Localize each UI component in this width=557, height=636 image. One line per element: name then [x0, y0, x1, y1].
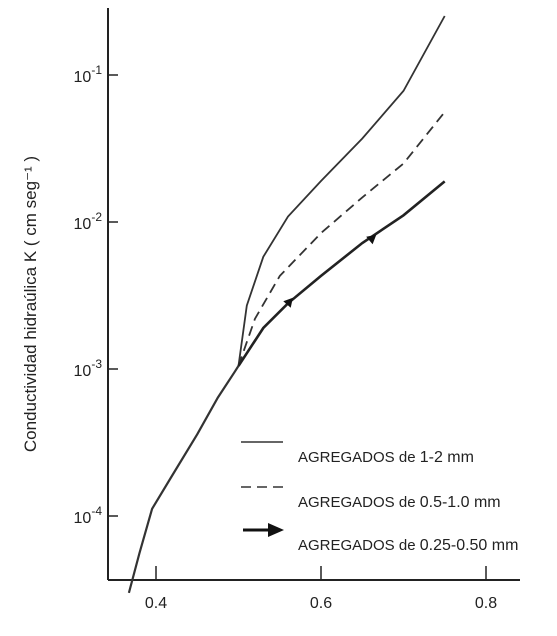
- series-line-1: [237, 15, 446, 367]
- direction-arrowhead: [283, 297, 293, 308]
- direction-arrowhead: [366, 234, 377, 245]
- axes: [107, 8, 520, 581]
- shared-curve-segment: [127, 365, 240, 594]
- tick-marks: 0.4 0.6 0.8 10-4 10-3 10-2 10-1: [74, 63, 498, 612]
- legend: AGREGADOS de 1-2 mm AGREGADOS de 0.5-1.0 …: [241, 441, 518, 554]
- legend-label-3: AGREGADOS de 0.25-0.50 mm: [298, 537, 518, 554]
- legend-label-1: AGREGADOS de 1-2 mm: [298, 449, 474, 466]
- x-tick-label: 0.8: [475, 595, 497, 612]
- y-axis-title: Conductividad hidraúlica K ( cm seg⁻¹ ): [21, 156, 40, 452]
- y-tick-label: 10-3: [74, 357, 103, 380]
- y-tick-label: 10-1: [74, 63, 103, 86]
- series-line-2: [237, 111, 446, 367]
- x-tick-label: 0.4: [145, 595, 167, 612]
- legend-swatch-arrowhead: [268, 523, 284, 537]
- y-tick-label: 10-4: [74, 504, 103, 527]
- x-tick-label: 0.6: [310, 595, 332, 612]
- y-tick-label: 10-2: [74, 210, 103, 233]
- series-line-3: [237, 180, 446, 367]
- legend-label-2: AGREGADOS de 0.5-1.0 mm: [298, 494, 501, 511]
- series-layer: [127, 15, 446, 594]
